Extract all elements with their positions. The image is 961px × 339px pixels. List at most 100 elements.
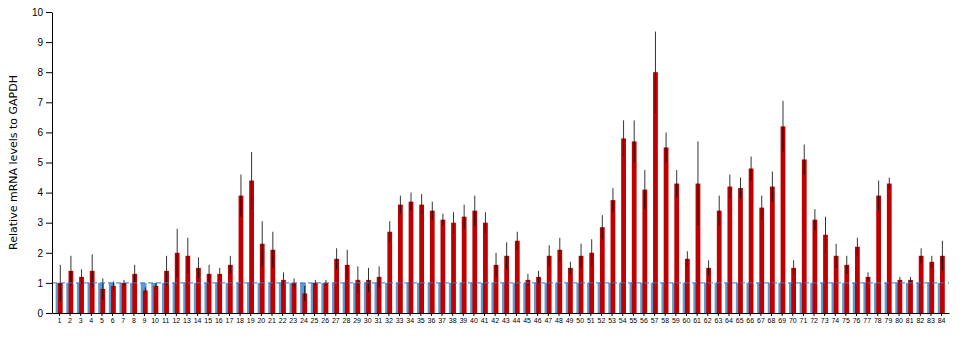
error-bar — [910, 277, 911, 283]
y-tick-label: 6 — [37, 127, 43, 138]
x-tick-mark — [357, 313, 358, 316]
x-tick: 72 — [810, 313, 818, 324]
x-tick-mark — [527, 313, 528, 316]
x-tick-mark — [165, 313, 166, 316]
bar — [887, 184, 892, 313]
x-tick: 74 — [831, 313, 839, 324]
x-tick-mark — [782, 313, 783, 316]
x-tick-mark — [856, 313, 857, 316]
x-tick-mark — [675, 313, 676, 316]
error-bar — [836, 244, 837, 268]
x-tick-mark — [420, 313, 421, 316]
error-bar — [889, 178, 890, 190]
error-bar — [198, 257, 199, 278]
x-tick-label: 37 — [438, 317, 446, 324]
bar — [387, 232, 392, 313]
x-tick-label: 2 — [68, 317, 72, 324]
x-tick-label: 43 — [502, 317, 510, 324]
x-tick: 80 — [895, 313, 903, 324]
x-tick-label: 84 — [938, 317, 946, 324]
x-tick-mark — [367, 313, 368, 316]
error-bar — [942, 241, 943, 271]
x-tick-label: 60 — [683, 317, 691, 324]
x-tick-mark — [899, 313, 900, 316]
x-tick-mark — [484, 313, 485, 316]
x-tick: 64 — [725, 313, 733, 324]
x-tick-mark — [505, 313, 506, 316]
x-tick-mark — [845, 313, 846, 316]
x-tick: 27 — [332, 313, 340, 324]
x-tick-label: 65 — [736, 317, 744, 324]
x-tick-label: 56 — [640, 317, 648, 324]
x-tick-mark — [537, 313, 538, 316]
x-tick: 33 — [396, 313, 404, 324]
error-bar — [357, 266, 358, 293]
x-tick-label: 49 — [566, 317, 574, 324]
error-bar — [814, 209, 815, 230]
bar — [866, 277, 871, 313]
error-bar — [262, 221, 263, 266]
bar — [398, 205, 403, 313]
x-tick-label: 19 — [247, 317, 255, 324]
x-tick-mark — [792, 313, 793, 316]
x-tick: 39 — [459, 313, 467, 324]
x-tick-label: 73 — [821, 317, 829, 324]
x-tick-label: 9 — [143, 317, 147, 324]
x-tick-label: 78 — [874, 317, 882, 324]
bar — [143, 290, 148, 313]
error-bar — [719, 196, 720, 226]
x-tick-label: 71 — [799, 317, 807, 324]
x-tick-mark — [218, 313, 219, 316]
x-tick-mark — [867, 313, 868, 316]
x-tick-label: 75 — [842, 317, 850, 324]
x-tick: 2 — [68, 313, 72, 324]
error-bar — [857, 238, 858, 256]
x-tick-label: 55 — [629, 317, 637, 324]
x-tick: 40 — [470, 313, 478, 324]
x-tick: 76 — [853, 313, 861, 324]
y-tick: 1 — [37, 278, 52, 289]
error-bar — [761, 196, 762, 220]
y-axis-line — [52, 13, 53, 314]
error-bar — [145, 287, 146, 293]
x-tick: 77 — [863, 313, 871, 324]
x-tick-label: 77 — [863, 317, 871, 324]
error-bar — [623, 120, 624, 156]
x-tick: 42 — [491, 313, 499, 324]
x-tick: 38 — [449, 313, 457, 324]
x-tick-label: 4 — [89, 317, 93, 324]
x-tick-label: 20 — [257, 317, 265, 324]
x-tick-label: 21 — [268, 317, 276, 324]
x-tick-mark — [240, 313, 241, 316]
y-tick-mark — [46, 12, 52, 13]
y-tick-label: 5 — [37, 157, 43, 168]
x-tick-label: 15 — [204, 317, 212, 324]
bar — [919, 256, 924, 313]
x-tick: 22 — [279, 313, 287, 324]
x-tick: 14 — [194, 313, 202, 324]
x-tick: 7 — [121, 313, 125, 324]
bar — [472, 211, 477, 313]
x-tick: 58 — [661, 313, 669, 324]
error-bar — [102, 278, 103, 299]
x-tick-mark — [176, 313, 177, 316]
x-tick-mark — [208, 313, 209, 316]
x-tick-label: 5 — [100, 317, 104, 324]
x-tick: 37 — [438, 313, 446, 324]
x-tick-mark — [70, 313, 71, 316]
y-axis-title: Relative mRNA levels to GAPDH — [7, 75, 20, 250]
error-bar — [634, 120, 635, 162]
x-tick-mark — [760, 313, 761, 316]
x-tick: 75 — [842, 313, 850, 324]
x-tick-label: 25 — [311, 317, 319, 324]
y-tick-label: 4 — [37, 187, 43, 198]
x-tick: 9 — [143, 313, 147, 324]
x-tick-label: 23 — [289, 317, 297, 324]
x-tick-label: 82 — [916, 317, 924, 324]
x-tick-mark — [346, 313, 347, 316]
x-tick-label: 72 — [810, 317, 818, 324]
bar — [738, 188, 743, 313]
x-tick-label: 54 — [619, 317, 627, 324]
error-bar — [134, 265, 135, 283]
x-tick-mark — [930, 313, 931, 316]
